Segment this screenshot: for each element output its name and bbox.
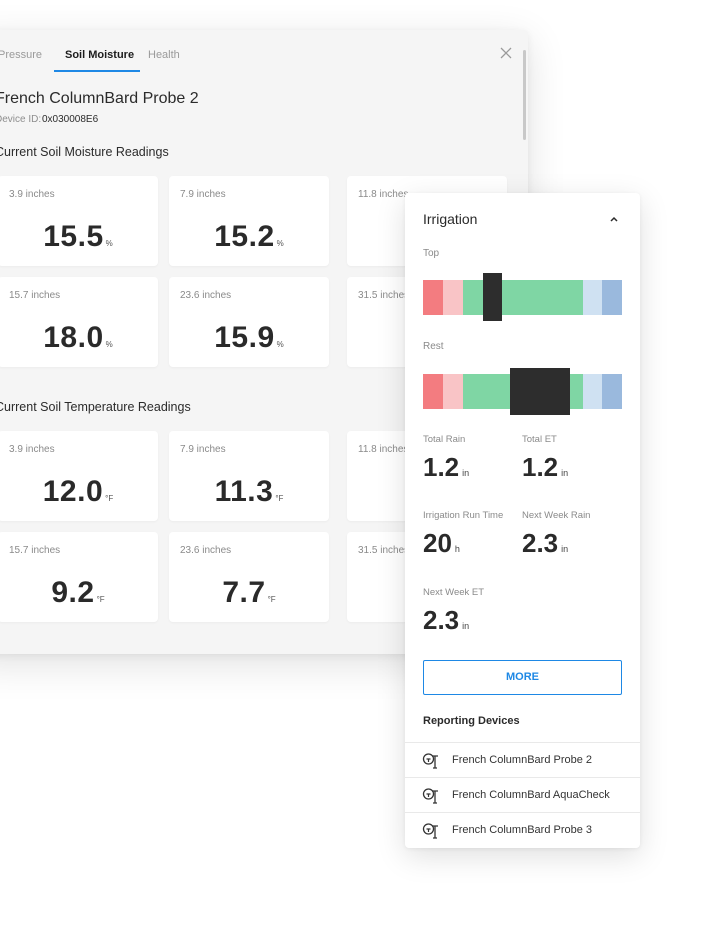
moisture-card[interactable]: 3.9 inches 15.5% [0,176,158,266]
next-week-rain-label: Next Week Rain [522,510,591,521]
temperature-card[interactable]: 23.6 inches 7.7 °F [169,532,329,622]
total-et-metric: 1.2 in [522,452,568,483]
metric-unit: in [561,544,569,554]
tab-soil-moisture[interactable]: Soil Moisture [65,49,135,61]
card-unit: % [276,239,284,248]
card-value: 12.0 [42,475,104,508]
card-depth: 23.6 inches [180,545,232,556]
rest-bar-label: Rest [423,341,444,352]
card-depth: 15.7 inches [9,545,61,556]
bar-segment-red [423,374,443,409]
irrigation-run-time-label: Irrigation Run Time [423,510,504,521]
scrollbar[interactable] [523,50,526,140]
card-depth: 31.5 inches [358,545,410,556]
metric-value: 20 [423,528,452,558]
total-et-label: Total ET [522,434,557,445]
card-unit: % [105,340,113,349]
bar-segment-pink [443,280,463,315]
metric-value: 2.3 [522,528,559,558]
rest-level-marker [510,368,570,415]
temperature-section-title: Current Soil Temperature Readings [0,400,191,414]
card-depth: 15.7 inches [9,290,61,301]
metric-value: 1.2 [522,452,559,482]
top-bar-label: Top [423,248,440,259]
card-depth: 31.5 inches [358,290,410,301]
reporting-device-item[interactable]: French ColumnBard Probe 2 [405,742,640,777]
card-depth: 7.9 inches [180,444,226,455]
card-unit: °F [275,494,284,503]
card-value: 15.5 [43,220,104,253]
irrigation-title: Irrigation [423,211,478,227]
metric-value: 2.3 [423,605,460,635]
card-unit: °F [267,595,276,604]
chevron-up-icon[interactable] [608,213,620,225]
metric-unit: in [561,468,569,478]
card-unit: % [105,239,113,248]
temperature-card[interactable]: 3.9 inches 12.0 °F [0,431,158,521]
reporting-device-name: French ColumnBard Probe 2 [452,754,593,766]
card-depth: 11.8 inches [358,444,409,455]
bar-segment-light-blue [583,280,602,315]
card-depth: 3.9 inches [9,444,55,455]
reporting-device-name: French ColumnBard Probe 3 [452,824,593,836]
tab-pressure[interactable]: Pressure [0,49,43,61]
bar-segment-pink [443,374,463,409]
active-tab-indicator [54,70,140,72]
temperature-card[interactable]: 15.7 inches 9.2 °F [0,532,158,622]
next-week-rain-metric: 2.3 in [522,528,568,559]
next-week-et-metric: 2.3 in [423,605,469,636]
more-button[interactable]: MORE [423,660,622,695]
reporting-device-name: French ColumnBard AquaCheck [452,789,610,801]
metric-unit: in [462,468,470,478]
next-week-et-label: Next Week ET [423,587,485,598]
card-depth: 7.9 inches [180,189,226,200]
card-depth: 23.6 inches [180,290,232,301]
card-unit: % [276,340,284,349]
card-value: 11.3 [214,475,274,508]
device-name: French ColumnBard Probe 2 [0,90,199,107]
card-depth: 3.9 inches [9,189,55,200]
metric-unit: h [454,544,460,554]
irrigation-panel: Irrigation Top Rest Total Rain 1.2 in Tot… [405,193,640,848]
device-id-value: 0x030008E6 [42,114,99,125]
card-depth: 11.8 inches [358,189,409,200]
probe-icon [422,753,438,769]
card-unit: °F [96,595,105,604]
close-icon[interactable] [498,45,514,61]
reporting-devices-title: Reporting Devices [423,715,520,727]
tab-bar: Pressure Soil Moisture Health [0,30,528,74]
card-value: 7.7 [222,576,266,609]
reporting-device-item[interactable]: French ColumnBard Probe 3 [405,812,640,847]
total-rain-metric: 1.2 in [423,452,469,483]
card-value: 9.2 [51,576,95,609]
irrigation-run-time-metric: 20 h [423,528,460,559]
top-moisture-bar [423,273,622,321]
card-value: 18.0 [43,321,104,354]
rest-moisture-bar [423,368,622,415]
moisture-card[interactable]: 15.7 inches 18.0% [0,277,158,367]
card-value: 15.9 [214,321,275,354]
device-id-label: Device ID: [0,114,42,125]
card-unit: °F [105,494,114,503]
total-rain-label: Total Rain [423,434,466,445]
moisture-card[interactable]: 7.9 inches 15.2% [169,176,329,266]
tab-health[interactable]: Health [148,49,180,61]
metric-unit: in [462,621,470,631]
top-level-marker [483,273,502,321]
metric-value: 1.2 [423,452,460,482]
moisture-card[interactable]: 23.6 inches 15.9% [169,277,329,367]
reporting-device-item[interactable]: French ColumnBard AquaCheck [405,777,640,812]
card-value: 15.2 [214,220,275,253]
bar-segment-light-blue [583,374,602,409]
bar-segment-blue [602,280,622,315]
bar-segment-green [463,280,583,315]
bar-segment-red [423,280,443,315]
probe-icon [422,823,438,839]
moisture-section-title: Current Soil Moisture Readings [0,145,169,159]
bar-segment-blue [602,374,622,409]
probe-icon [422,788,438,804]
temperature-card[interactable]: 7.9 inches 11.3 °F [169,431,329,521]
